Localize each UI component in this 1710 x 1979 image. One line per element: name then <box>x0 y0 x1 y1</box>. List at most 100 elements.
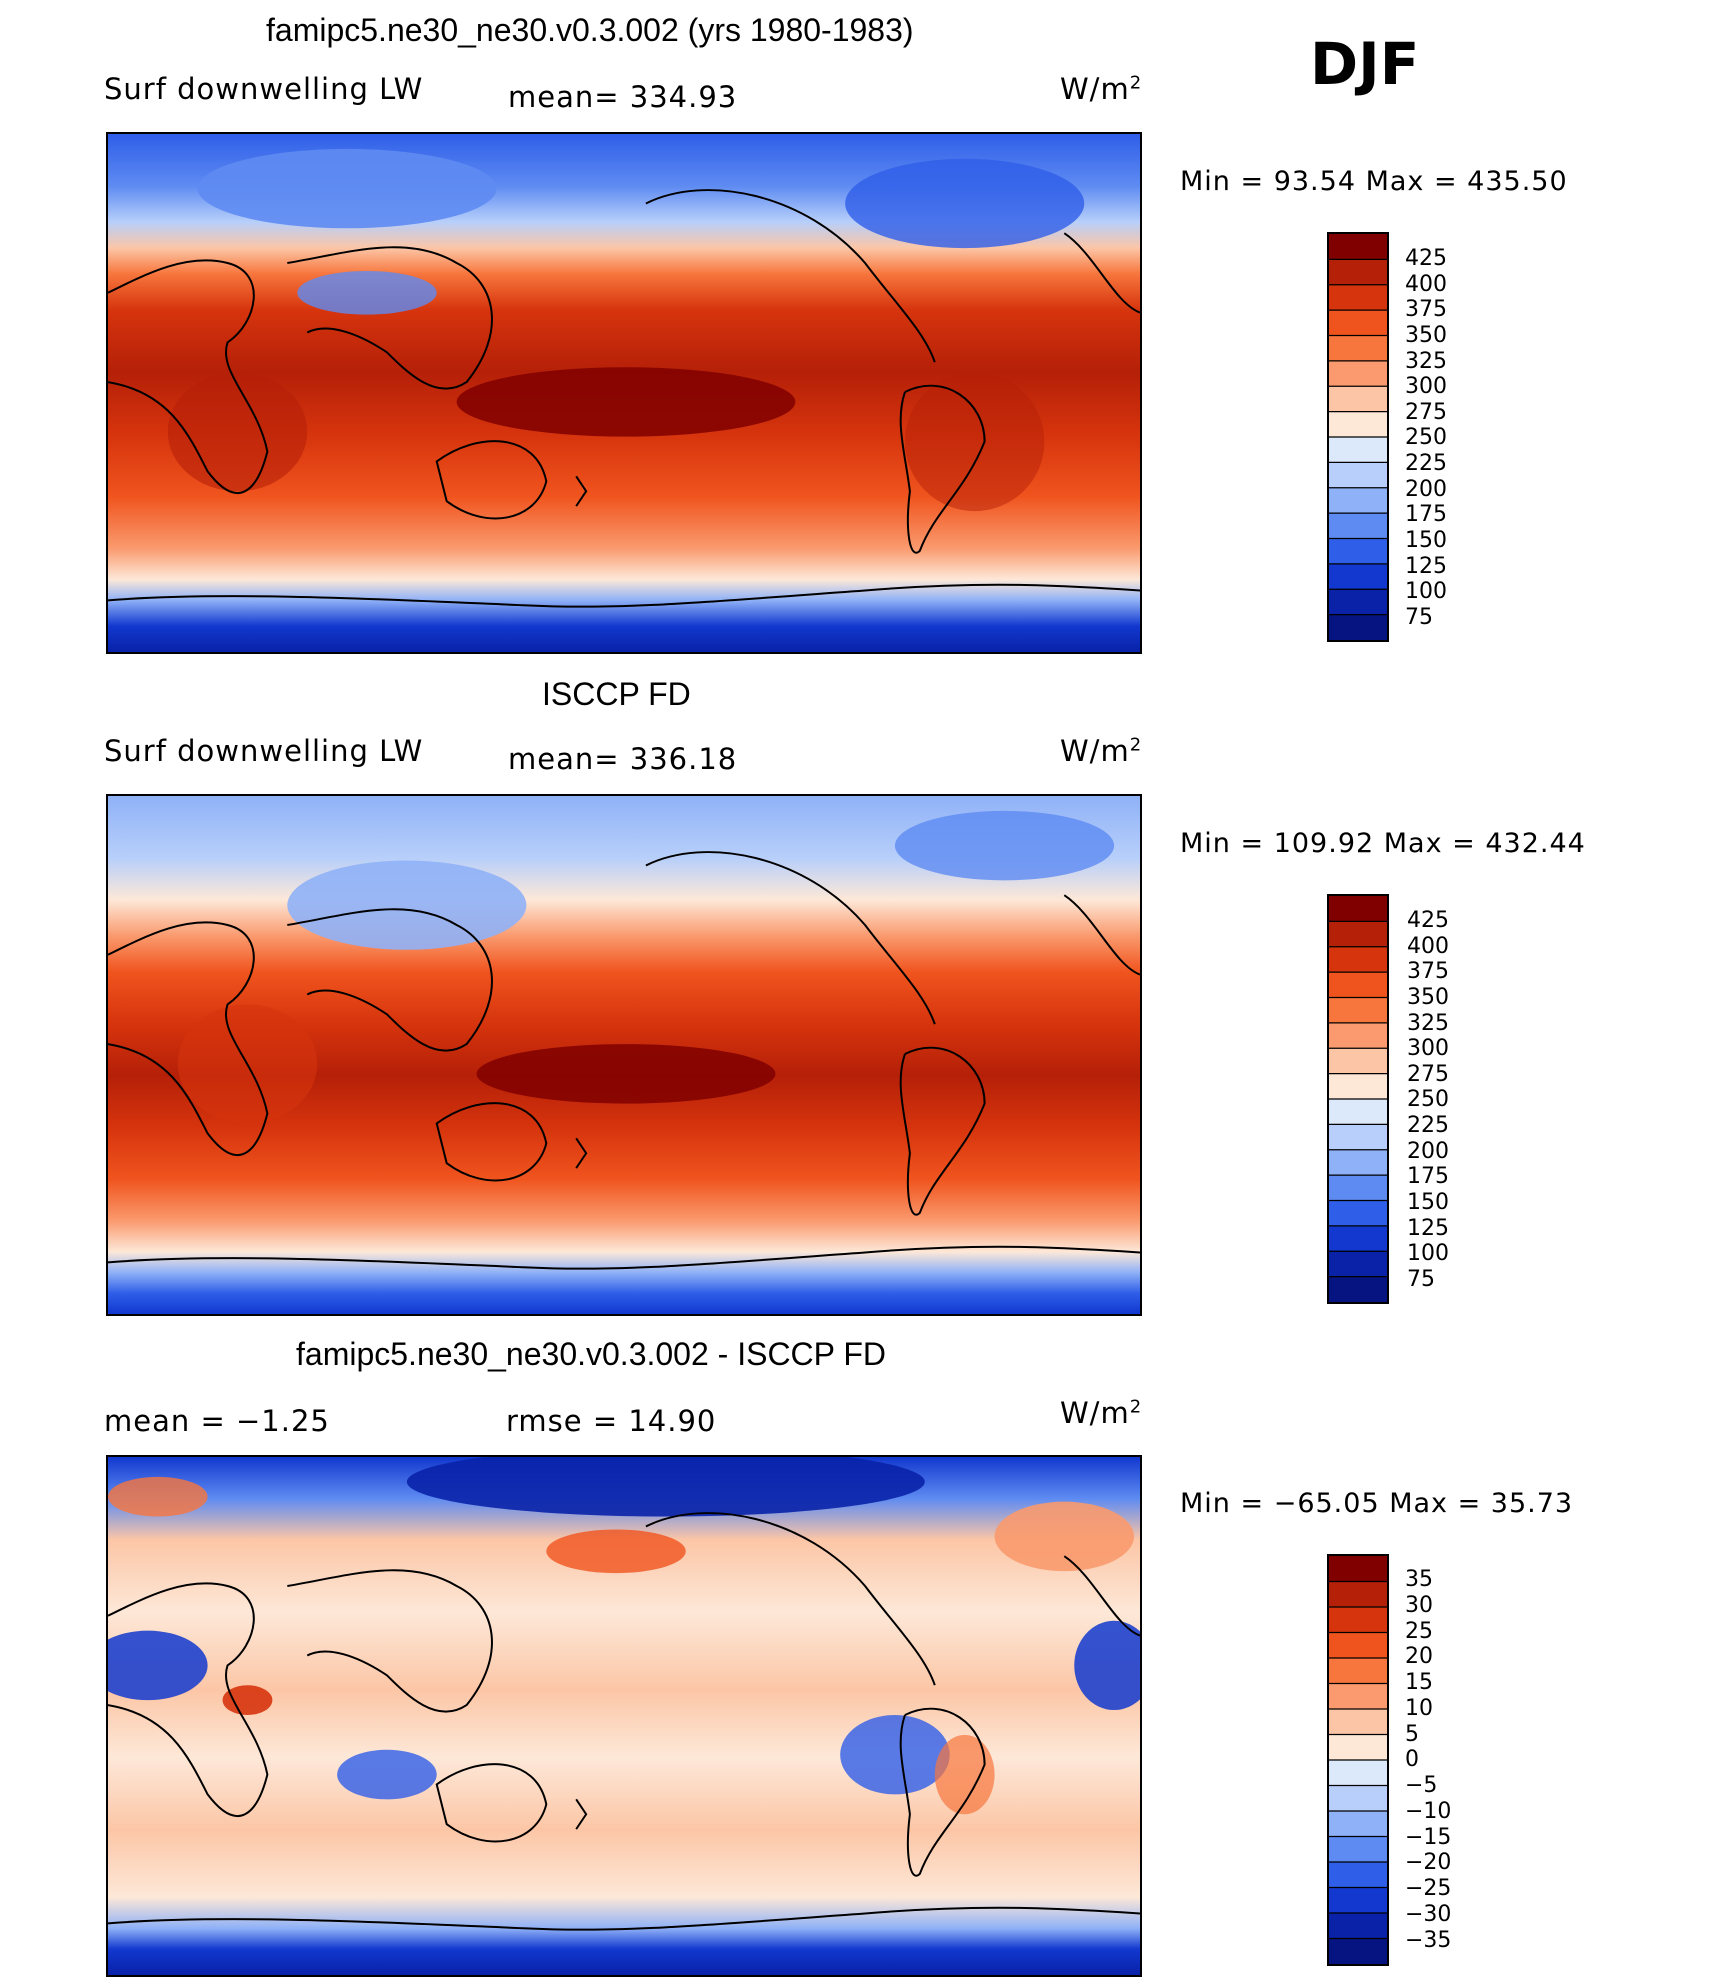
panel-3-title: famipc5.ne30_ne30.v0.3.002 - ISCCP FD <box>296 1336 886 1372</box>
panel-2-colorbar-tick-label: 175 <box>1407 1164 1449 1190</box>
panel-2-colorbar-swatch <box>1329 1099 1387 1125</box>
panel-3-colorbar-tick-label: 5 <box>1405 1721 1419 1747</box>
panel-3-contour-field <box>108 1457 1140 1975</box>
panel-3-colorbar-swatch <box>1329 1709 1387 1735</box>
panel-2-colorbar-tick-label: 125 <box>1407 1215 1449 1241</box>
panel-3-minmax: Min = −65.05 Max = 35.73 <box>1180 1488 1574 1519</box>
panel-3-colorbar-tick-label: −15 <box>1405 1824 1452 1850</box>
panel-2-colorbar-swatch <box>1329 896 1387 922</box>
panel-1-units-label: W/m2 <box>1060 72 1143 106</box>
panel-2-colorbar-tick-label: 425 <box>1407 908 1449 933</box>
panel-2-minmax: Min = 109.92 Max = 432.44 <box>1180 828 1586 859</box>
panel-2-colorbar-tick-label: 200 <box>1407 1138 1449 1164</box>
panel-1-colorbar-swatch <box>1329 335 1387 362</box>
panel-3-colorbar-swatch <box>1329 1836 1387 1863</box>
panel-1-colorbar-tick-label: 375 <box>1405 297 1447 323</box>
panel-3-colorbar-tick-label: −35 <box>1405 1927 1452 1953</box>
panel-1-colorbar-tick-label: 75 <box>1405 604 1433 630</box>
panel-3-colorbar-swatch <box>1329 1887 1387 1914</box>
panel-3-colorbar-tick-label: −20 <box>1405 1850 1452 1876</box>
panel-1-colorbar-swatch <box>1329 386 1387 413</box>
panel-2-title: ISCCP FD <box>542 676 691 712</box>
panel-2-colorbar-swatch <box>1329 1149 1387 1176</box>
panel-1-colorbar-swatch <box>1329 234 1387 260</box>
panel-3-colorbar-tick-label: 25 <box>1405 1618 1433 1644</box>
panel-3-colorbar-tick-label: 0 <box>1405 1747 1419 1773</box>
panel-3-colorbar-swatch <box>1329 1658 1387 1684</box>
panel-3-colorbar-swatch <box>1329 1581 1387 1608</box>
panel-1-colorbar-tick-label: 275 <box>1405 399 1447 425</box>
panel-3-colorbar-swatch <box>1329 1785 1387 1812</box>
panel-3-colorbar-tick-label: 30 <box>1405 1592 1433 1618</box>
panel-2-colorbar-tick-label: 100 <box>1407 1241 1449 1267</box>
panel-2-colorbar-swatch <box>1329 1225 1387 1252</box>
season-label: DJF <box>1310 30 1420 98</box>
panel-3-rmse-label: rmse = 14.90 <box>506 1404 717 1438</box>
panel-1-minmax: Min = 93.54 Max = 435.50 <box>1180 166 1568 197</box>
panel-3-colorbar-swatch <box>1329 1734 1387 1761</box>
panel-1-colorbar-swatch <box>1329 614 1387 640</box>
panel-2-colorbar-swatch <box>1329 946 1387 973</box>
panel-3-colorbar-tick-label: −5 <box>1405 1773 1438 1798</box>
panel-2-colorbar-tick-label: 225 <box>1407 1113 1449 1138</box>
panel-2-colorbar-tick-label: 325 <box>1407 1010 1449 1036</box>
panel-1-colorbar-tick-label: 150 <box>1405 527 1447 553</box>
panel-1-colorbar-swatch <box>1329 487 1387 514</box>
panel-1-colorbar-swatch <box>1329 360 1387 387</box>
panel-3-colorbar-tick-label: −30 <box>1405 1901 1452 1927</box>
panel-3-colorbar-swatch <box>1329 1913 1387 1939</box>
panel-1-colorbar-tick-label: 175 <box>1405 502 1447 528</box>
panel-2-mean-label: mean= 336.18 <box>508 742 738 776</box>
panel-1-colorbar-swatch <box>1329 462 1387 489</box>
panel-3-colorbar-swatch <box>1329 1556 1387 1582</box>
panel-1-colorbar-swatch <box>1329 310 1387 336</box>
panel-1-colorbar-tick-label: 225 <box>1405 451 1447 476</box>
panel-2-colorbar-tick-label: 75 <box>1407 1266 1435 1292</box>
panel-3-colorbar-tick-label: 20 <box>1405 1644 1433 1670</box>
panel-3-colorbar-tick-label: −25 <box>1405 1876 1452 1901</box>
panel-1-colorbar-tick-label: 250 <box>1405 425 1447 451</box>
panel-1-colorbar-tick-label: 350 <box>1405 322 1447 348</box>
panel-1-colorbar-swatch <box>1329 437 1387 463</box>
panel-2-colorbar-tick-label: 275 <box>1407 1061 1449 1087</box>
panel-2-colorbar-swatch <box>1329 972 1387 998</box>
panel-3-colorbar-swatch <box>1329 1607 1387 1633</box>
panel-2-colorbar-swatch <box>1329 1124 1387 1151</box>
panel-3-colorbar-tick-label: 15 <box>1405 1670 1433 1695</box>
panel-1-colorbar-swatch <box>1329 284 1387 311</box>
panel-3-colorbar-swatch <box>1329 1862 1387 1888</box>
panel-2-colorbar-tick-label: 150 <box>1407 1189 1449 1215</box>
panel-1-colorbar-swatch <box>1329 259 1387 286</box>
panel-3-colorbar-swatch <box>1329 1811 1387 1837</box>
panel-3-units-label: W/m2 <box>1060 1396 1143 1430</box>
panel-1-colorbar-tick-label: 125 <box>1405 553 1447 579</box>
panel-3-mean-label: mean = −1.25 <box>104 1404 330 1438</box>
panel-2-colorbar-swatch <box>1329 1276 1387 1302</box>
panel-3-colorbar <box>1327 1554 1389 1966</box>
panel-3-colorbar-swatch <box>1329 1760 1387 1786</box>
panel-1-colorbar-tick-label: 200 <box>1405 476 1447 502</box>
panel-2-colorbar-swatch <box>1329 1251 1387 1278</box>
panel-3-colorbar-tick-label: 35 <box>1405 1567 1433 1592</box>
panel-2-colorbar <box>1327 894 1389 1304</box>
panel-2-colorbar-tick-label: 375 <box>1407 959 1449 985</box>
panel-2-units-label: W/m2 <box>1060 734 1143 768</box>
panel-2-colorbar-swatch <box>1329 1048 1387 1075</box>
panel-1-colorbar-swatch <box>1329 513 1387 539</box>
panel-3-colorbar-swatch <box>1329 1632 1387 1659</box>
panel-2-colorbar-swatch <box>1329 1073 1387 1100</box>
panel-3-colorbar-tick-label: −10 <box>1405 1798 1452 1824</box>
panel-1-colorbar <box>1327 232 1389 642</box>
panel-2-colorbar-swatch <box>1329 1200 1387 1227</box>
panel-3-colorbar-swatch <box>1329 1938 1387 1964</box>
panel-1-colorbar-swatch <box>1329 589 1387 616</box>
panel-1-colorbar-tick-label: 425 <box>1405 246 1447 271</box>
panel-1-colorbar-swatch <box>1329 538 1387 565</box>
panel-2-colorbar-swatch <box>1329 921 1387 948</box>
panel-1-colorbar-tick-label: 300 <box>1405 374 1447 400</box>
panel-2-map <box>106 794 1142 1316</box>
panel-3-colorbar-tick-label: 10 <box>1405 1695 1433 1721</box>
panel-2-colorbar-tick-label: 400 <box>1407 933 1449 959</box>
panel-3-colorbar-swatch <box>1329 1683 1387 1710</box>
panel-2-colorbar-swatch <box>1329 997 1387 1024</box>
